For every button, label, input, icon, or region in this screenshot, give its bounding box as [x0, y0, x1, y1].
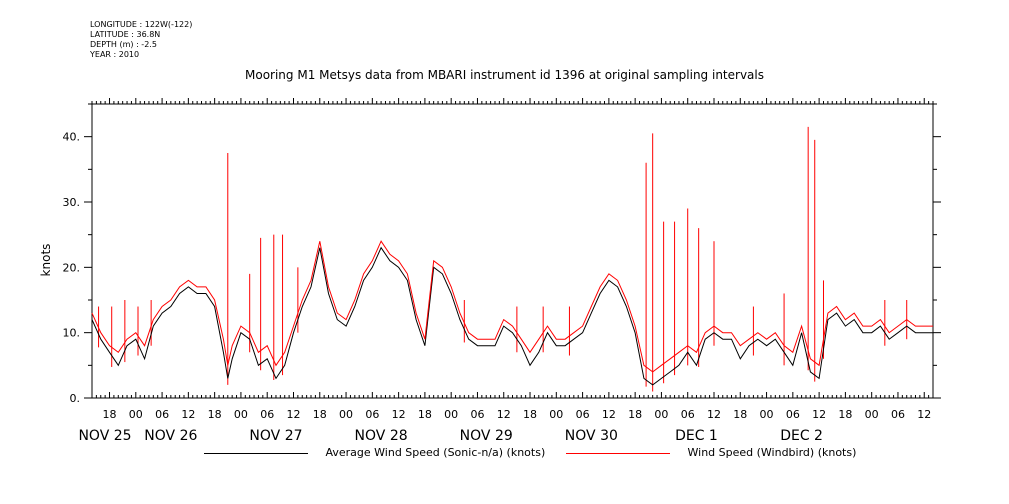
x-tick-label: 18 — [523, 408, 537, 421]
x-tick-label: 18 — [313, 408, 327, 421]
plot-area — [91, 126, 933, 392]
x-tick-label: 06 — [891, 408, 905, 421]
x-tick-label: 06 — [576, 408, 590, 421]
x-date-label: DEC 1 — [675, 428, 718, 444]
x-date-label: DEC 2 — [780, 428, 823, 444]
x-tick-label: 00 — [760, 408, 774, 421]
x-tick-label: 18 — [208, 408, 222, 421]
x-tick-label: 06 — [470, 408, 484, 421]
x-tick-label: 00 — [129, 408, 143, 421]
y-tick-label: 40. — [63, 131, 81, 144]
x-tick-label: 06 — [365, 408, 379, 421]
x-tick-label: 00 — [339, 408, 353, 421]
series-line-average-wind — [91, 246, 933, 386]
chart-title: Mooring M1 Metsys data from MBARI instru… — [245, 68, 764, 82]
x-tick-label: 00 — [234, 408, 248, 421]
x-date-label: NOV 29 — [460, 428, 513, 444]
x-tick-label: 12 — [392, 408, 406, 421]
x-tick-label: 00 — [549, 408, 563, 421]
x-tick-label: 12 — [497, 408, 511, 421]
x-tick-label: 12 — [707, 408, 721, 421]
depth-label: DEPTH (m) : -2.5 — [90, 40, 157, 49]
x-tick-label: 12 — [181, 408, 195, 421]
x-tick-label: 00 — [444, 408, 458, 421]
latitude-label: LATITUDE : 36.8N — [90, 30, 161, 39]
x-tick-label: 06 — [260, 408, 274, 421]
legend-entry-average-wind: Average Wind Speed (Sonic-n/a) (knots) — [204, 446, 545, 459]
x-tick-label: 12 — [917, 408, 931, 421]
x-tick-label: 18 — [733, 408, 747, 421]
x-tick-label: 18 — [838, 408, 852, 421]
x-date-label: NOV 25 — [78, 428, 131, 444]
series-line-windbird — [91, 240, 933, 373]
x-tick-label: 12 — [812, 408, 826, 421]
x-tick-label: 18 — [628, 408, 642, 421]
x-tick-label: 06 — [786, 408, 800, 421]
legend-line-red — [566, 452, 670, 454]
x-tick-label: 12 — [602, 408, 616, 421]
y-tick-label: 10. — [63, 327, 81, 340]
legend-entry-windbird: Wind Speed (Windbird) (knots) — [566, 446, 856, 459]
year-label: YEAR : 2010 — [90, 50, 140, 59]
x-date-label: NOV 27 — [249, 428, 302, 444]
x-tick-label: 00 — [865, 408, 879, 421]
x-date-label: NOV 30 — [565, 428, 618, 444]
axes-group: 0. 10. 20. 30. 40. 18 00 06 12 18 00 06 12 18 00 06 12 18… — [63, 98, 941, 444]
x-tick-label: 06 — [155, 408, 169, 421]
x-date-label: NOV 28 — [355, 428, 408, 444]
legend-label-average-wind: Average Wind Speed (Sonic-n/a) (knots) — [325, 446, 546, 459]
y-axis-label: knots — [39, 244, 53, 277]
x-tick-label: 12 — [286, 408, 300, 421]
x-tick-label: 00 — [654, 408, 668, 421]
y-tick-label: 30. — [63, 196, 81, 209]
longitude-label: LONGITUDE : 122W(-122) — [90, 20, 193, 29]
y-tick-label: 20. — [63, 261, 81, 274]
legend-line-black — [204, 452, 308, 454]
x-tick-label: 18 — [103, 408, 117, 421]
x-date-label: NOV 26 — [144, 428, 197, 444]
x-tick-label: 18 — [418, 408, 432, 421]
metadata-block: LONGITUDE : 122W(-122) LATITUDE : 36.8N … — [90, 20, 192, 60]
y-tick-label: 0. — [70, 392, 81, 405]
x-tick-label: 06 — [681, 408, 695, 421]
legend-label-windbird: Wind Speed (Windbird) (knots) — [687, 446, 857, 459]
